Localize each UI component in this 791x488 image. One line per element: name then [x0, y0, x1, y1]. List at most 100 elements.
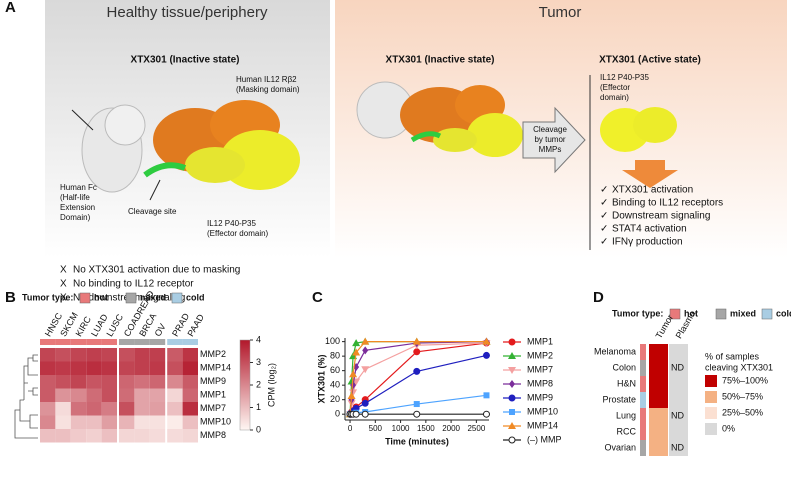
heat-cell — [182, 375, 198, 389]
marker — [482, 337, 491, 345]
heat-cell — [134, 348, 150, 362]
heat-cell — [134, 415, 150, 429]
heat-cell — [70, 388, 87, 402]
panel-title: Healthy tissue/periphery — [107, 4, 268, 21]
legend-label: MMP2 — [527, 350, 553, 360]
annotation: by tumor — [534, 135, 565, 144]
y-tick-label: 0 — [335, 409, 340, 419]
legend-label: hot — [94, 292, 108, 302]
heat-cell — [70, 361, 87, 375]
heat-cell — [40, 429, 56, 443]
x-tick-label: 2500 — [467, 424, 485, 433]
type-strip — [149, 339, 166, 345]
marker — [361, 399, 369, 407]
marker — [362, 346, 369, 355]
type-strip — [167, 339, 183, 345]
legend-swatch — [705, 391, 717, 403]
heat-cell — [70, 348, 87, 362]
marker — [508, 394, 516, 402]
heat-cell — [101, 429, 117, 443]
legend-label: (–) MMP — [527, 434, 562, 444]
heat-cell — [40, 348, 56, 362]
heat-cell — [149, 361, 166, 375]
heat-cell — [86, 388, 102, 402]
marker — [509, 380, 515, 388]
y-tick-label: 60 — [330, 365, 340, 375]
marker — [413, 410, 421, 418]
outcome: IFNγ production — [612, 237, 683, 248]
type-strip — [55, 339, 71, 345]
marker — [508, 436, 516, 444]
panel-label: D — [593, 289, 604, 306]
row-label: MMP8 — [200, 430, 226, 440]
legend-label: 0% — [722, 423, 735, 433]
check-mark: ✓ — [600, 185, 608, 196]
heat-cell — [167, 388, 183, 402]
heat-cell — [119, 402, 135, 416]
legend-label: 75%–100% — [722, 375, 768, 385]
heat-cell — [182, 429, 198, 443]
annotation: Extension — [60, 203, 95, 212]
heat-cell — [55, 361, 71, 375]
x-tick-label: 0 — [348, 424, 353, 433]
heat-cell — [86, 415, 102, 429]
heat-cell — [134, 429, 150, 443]
row-label: RCC — [617, 426, 637, 436]
type-strip — [40, 339, 56, 345]
annotation: Human IL12 Rβ2 — [236, 75, 297, 84]
legend-swatch — [715, 308, 727, 320]
tumor-cell — [649, 360, 668, 376]
row-label: MMP10 — [200, 417, 231, 427]
protein — [71, 100, 300, 201]
heat-cell — [40, 388, 56, 402]
row-label: MMP7 — [200, 403, 226, 413]
nd-label: ND — [671, 442, 684, 452]
plasma-cell — [669, 344, 688, 360]
heat-cell — [86, 361, 102, 375]
legend-title: Tumor type: — [612, 308, 663, 318]
legend-label: 25%–50% — [722, 407, 763, 417]
heat-cell — [149, 402, 166, 416]
y-axis-label: XTX301 (%) — [316, 354, 326, 403]
x-mark: X — [60, 279, 67, 290]
heat-cell — [40, 361, 56, 375]
check-mark: ✓ — [600, 211, 608, 222]
row-label: MMP9 — [200, 376, 226, 386]
heat-cell — [119, 429, 135, 443]
marker — [352, 348, 361, 356]
heat-cell — [149, 415, 166, 429]
marker — [508, 338, 516, 346]
heat-cell — [86, 402, 102, 416]
protein — [356, 75, 678, 250]
heat-cell — [86, 348, 102, 362]
row-label: Prostate — [602, 394, 636, 404]
x-tick-label: 2000 — [442, 424, 460, 433]
outcome: No binding to IL12 receptor — [73, 279, 194, 290]
heat-cell — [167, 429, 183, 443]
type-strip — [101, 339, 117, 345]
legend-label: MMP1 — [527, 336, 553, 346]
annotation: (Half-life — [60, 193, 90, 202]
marker — [349, 370, 358, 378]
annotation: (Effector domain) — [207, 229, 269, 238]
marker — [482, 410, 490, 418]
outcome: Binding to IL12 receptors — [612, 198, 723, 209]
heat-cell — [119, 361, 135, 375]
row-label: MMP1 — [200, 390, 226, 400]
marker — [361, 337, 370, 345]
outcome: Downstream signaling — [612, 211, 710, 222]
heat-cell — [86, 429, 102, 443]
panel-label: C — [312, 289, 323, 306]
check-mark: ✓ — [600, 224, 608, 235]
tumor-cell — [649, 376, 668, 392]
heat-cell — [167, 415, 183, 429]
panel-label: A — [5, 0, 16, 16]
state-label: XTX301 (Inactive state) — [131, 55, 240, 66]
plasma-cell — [669, 424, 688, 440]
outcome: STAT4 activation — [612, 224, 687, 235]
heat-cell — [182, 402, 198, 416]
heat-cell — [101, 375, 117, 389]
legend-label: cold — [776, 308, 791, 318]
x-tick-label: 1000 — [392, 424, 410, 433]
